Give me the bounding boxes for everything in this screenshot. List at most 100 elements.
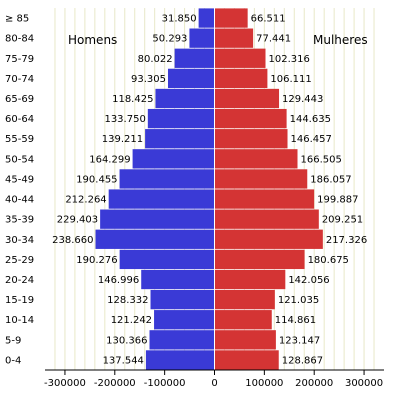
value-label-women: 114.861 [275, 315, 316, 326]
value-label-women: 199.887 [317, 195, 358, 206]
category-label: ≥ 85 [5, 14, 29, 25]
value-label-men: 118.425 [112, 94, 153, 105]
bar-women [214, 169, 308, 189]
bar-men [119, 169, 215, 189]
category-label: 5-9 [5, 335, 21, 346]
value-label-men: 128.332 [107, 295, 148, 306]
value-label-women: 166.505 [301, 154, 342, 165]
category-label: 10-14 [5, 315, 34, 326]
value-label-men: 93.305 [131, 74, 166, 85]
bar-women [214, 209, 319, 229]
bar-men [119, 249, 215, 270]
bar-women [214, 310, 272, 330]
category-label: 15-19 [5, 295, 34, 306]
category-label: 50-54 [5, 154, 34, 165]
value-label-women: 121.035 [278, 295, 319, 306]
bar-women [214, 8, 248, 28]
bar-men [147, 108, 215, 129]
value-label-men: 229.403 [57, 215, 98, 226]
x-tick-label: -100000 [144, 378, 186, 389]
category-label: 30-34 [5, 235, 34, 246]
value-label-men: 190.455 [76, 174, 117, 185]
legend-women: Mulheres [313, 33, 368, 47]
category-label: 45-49 [5, 174, 34, 185]
bar-women [214, 129, 288, 149]
bar-women [214, 350, 279, 370]
value-label-men: 212.264 [65, 195, 106, 206]
category-label: 65-69 [5, 94, 34, 105]
value-label-men: 31.850 [162, 14, 197, 25]
bar-women [214, 249, 305, 270]
vertical-gridlines [54, 8, 375, 370]
value-label-men: 50.293 [152, 34, 187, 45]
bar-women [214, 330, 276, 350]
category-label: 70-74 [5, 74, 34, 85]
category-label: 25-29 [5, 255, 34, 266]
x-axis: -300000 -200000 -100000 0 100000 200000 300000 [44, 369, 384, 389]
value-labels: 31.850 66.511 50.293 77.441 80.022 102.316 93.… [52, 14, 367, 367]
value-label-women: 144.635 [290, 114, 331, 125]
x-tick-label: 0 [211, 378, 217, 389]
category-label: 40-44 [5, 195, 34, 206]
value-label-women: 129.443 [282, 94, 323, 105]
bar-men [150, 289, 215, 310]
value-label-men: 238.660 [52, 235, 93, 246]
x-tick-label: -200000 [94, 378, 136, 389]
value-label-men: 164.299 [89, 154, 130, 165]
bar-women [214, 189, 315, 209]
value-label-women: 186.057 [310, 174, 351, 185]
x-tick-label: 200000 [295, 378, 333, 389]
value-label-men: 121.242 [111, 315, 152, 326]
value-label-men: 146.996 [98, 275, 139, 286]
bar-women [214, 229, 323, 249]
value-label-men: 139.211 [102, 134, 143, 145]
value-label-women: 209.251 [322, 215, 363, 226]
value-label-women: 77.441 [256, 34, 291, 45]
value-label-men: 133.750 [104, 114, 145, 125]
bar-women [214, 108, 287, 129]
value-label-men: 80.022 [138, 54, 173, 65]
bar-men [174, 48, 215, 68]
bar-women [214, 68, 268, 89]
legend-men: Homens [68, 33, 117, 47]
value-label-women: 146.457 [291, 134, 332, 145]
bar-men [145, 129, 215, 149]
x-tick-label: -300000 [44, 378, 86, 389]
x-tick-label: 100000 [245, 378, 283, 389]
category-label: 20-24 [5, 275, 34, 286]
bar-men [95, 229, 215, 249]
bars-group [95, 8, 323, 370]
category-labels: ≥ 85 80-84 75-79 70-74 65-69 60-64 55-59 50-54 4… [5, 14, 34, 367]
bar-women [214, 289, 275, 310]
category-label: 75-79 [5, 54, 34, 65]
category-label: 55-59 [5, 134, 34, 145]
category-label: 80-84 [5, 34, 34, 45]
bar-men [100, 209, 215, 229]
bar-men [145, 350, 215, 370]
value-label-women: 180.675 [308, 255, 349, 266]
value-label-women: 66.511 [251, 14, 286, 25]
value-label-women: 106.111 [270, 74, 311, 85]
value-label-men: 137.544 [103, 355, 144, 366]
bar-women [214, 28, 254, 48]
x-tick-label: 300000 [345, 378, 383, 389]
bar-women [214, 149, 298, 169]
bar-women [214, 88, 280, 109]
value-label-women: 123.147 [279, 335, 320, 346]
bar-women [214, 269, 286, 290]
value-label-women: 128.867 [282, 355, 323, 366]
bar-men [108, 189, 215, 209]
category-label: 35-39 [5, 215, 34, 226]
category-label: 60-64 [5, 114, 34, 125]
bar-men [132, 149, 215, 169]
value-label-men: 190.276 [76, 255, 117, 266]
bar-men [154, 310, 215, 330]
value-label-women: 217.326 [326, 235, 367, 246]
bar-men [198, 8, 215, 28]
value-label-men: 130.366 [106, 335, 147, 346]
value-label-women: 102.316 [269, 54, 310, 65]
bar-men [189, 28, 215, 48]
bar-men [141, 269, 215, 290]
bar-men [167, 68, 215, 89]
